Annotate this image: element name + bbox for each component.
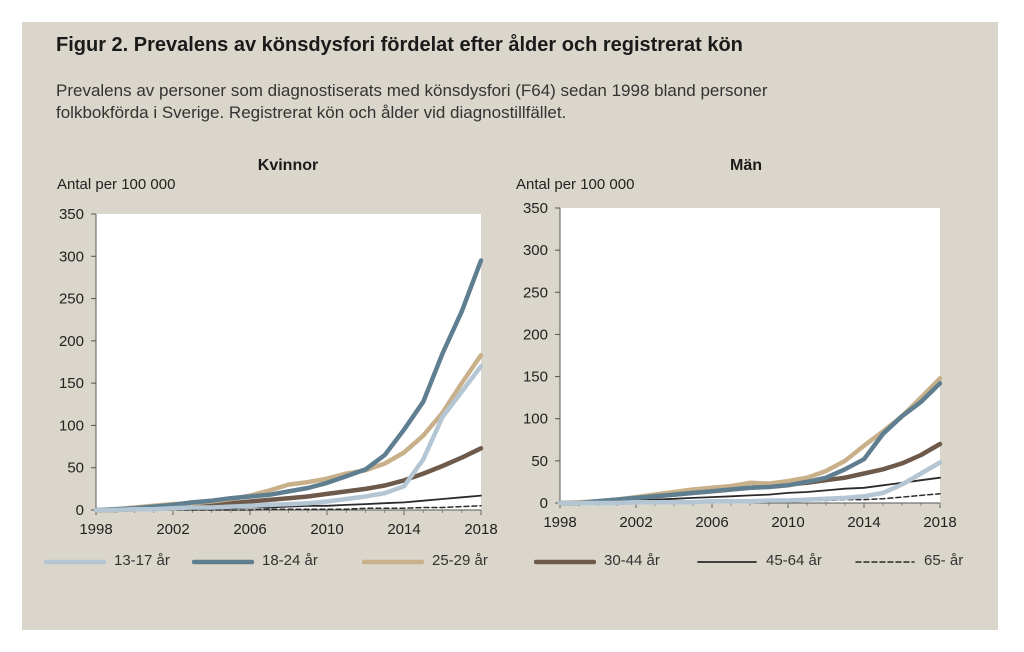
x-tick-label: 2006	[233, 521, 266, 538]
figure-title: Figur 2. Prevalens av könsdysfori fördel…	[56, 34, 743, 56]
y-tick-label: 50	[67, 460, 84, 477]
y-tick-label: 300	[523, 242, 548, 259]
y-axis-label: Antal per 100 000	[57, 176, 175, 193]
legend-swatch	[697, 561, 757, 563]
legend-swatch	[362, 559, 424, 565]
y-tick-label: 350	[523, 200, 548, 217]
figure-subtitle: Prevalens av personer som diagnostiserat…	[56, 80, 956, 124]
legend-label: 25-29 år	[432, 552, 488, 569]
legend-label: 13-17 år	[114, 552, 170, 569]
y-tick-label: 100	[523, 411, 548, 428]
x-tick-label: 2018	[923, 514, 956, 531]
y-tick-label: 0	[76, 502, 84, 519]
legend-label: 18-24 år	[262, 552, 318, 569]
chart-title: Män	[730, 157, 762, 174]
x-tick-label: 2014	[387, 521, 420, 538]
x-tick-label: 2010	[310, 521, 343, 538]
legend-label: 45-64 år	[766, 552, 822, 569]
x-tick-label: 2014	[847, 514, 880, 531]
legend-label: 65- år	[924, 552, 964, 569]
x-tick-label: 2006	[695, 514, 728, 531]
legend-swatch	[855, 561, 915, 563]
series-line-13-17-r	[93, 363, 484, 513]
x-tick-label: 1998	[79, 521, 112, 538]
y-tick-label: 350	[59, 206, 84, 223]
y-axis-label: Antal per 100 000	[516, 176, 634, 193]
legend-swatch	[192, 559, 254, 565]
plot-area	[96, 214, 481, 510]
y-tick-label: 0	[540, 495, 548, 512]
y-tick-label: 150	[59, 375, 84, 392]
y-tick-label: 150	[523, 369, 548, 386]
y-tick-label: 200	[523, 326, 548, 343]
legend-swatch	[44, 559, 106, 565]
legend: 13-17 år 18-24 år 25-29 år 30-44 år 45-64 år…	[44, 550, 964, 574]
chart-title: Kvinnor	[258, 157, 318, 174]
y-tick-label: 100	[59, 417, 84, 434]
legend-swatch	[534, 559, 596, 565]
plot-area	[560, 208, 940, 503]
series-line-18-24-r	[93, 258, 484, 513]
series-line-18-24-r	[557, 381, 943, 506]
x-tick-label: 2018	[464, 521, 497, 538]
subtitle-line-1: Prevalens av personer som diagnostiserat…	[56, 81, 768, 100]
y-tick-label: 200	[59, 333, 84, 350]
series-line-13-17-r	[557, 460, 943, 506]
subtitle-line-2: folkbokförda i Sverige. Registrerat kön …	[56, 103, 567, 122]
x-tick-label: 2002	[619, 514, 652, 531]
legend-label: 30-44 år	[604, 552, 660, 569]
y-tick-label: 250	[59, 291, 84, 308]
x-tick-label: 2002	[156, 521, 189, 538]
y-tick-label: 300	[59, 248, 84, 265]
y-tick-label: 250	[523, 284, 548, 301]
x-tick-label: 1998	[543, 514, 576, 531]
x-tick-label: 2010	[771, 514, 804, 531]
y-tick-label: 50	[531, 453, 548, 470]
